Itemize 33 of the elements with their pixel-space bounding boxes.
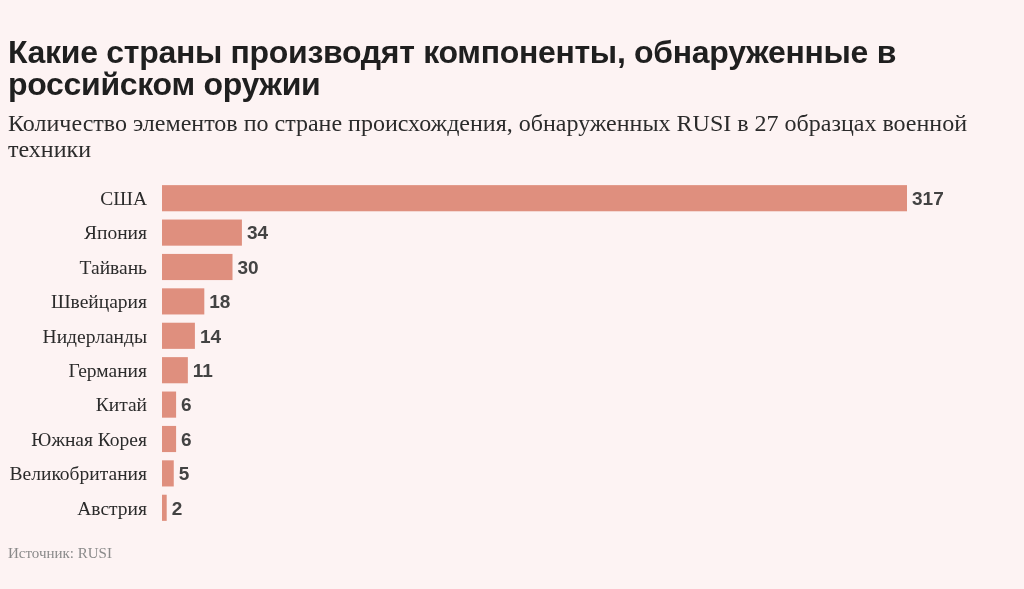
y-tick-label: Германия <box>68 360 148 382</box>
y-tick-label: Нидерланды <box>42 325 147 347</box>
bar <box>162 288 205 315</box>
y-tick-label: Южная Корея <box>31 428 148 450</box>
y-tick-label: США <box>100 188 147 210</box>
bar <box>162 322 195 349</box>
bar <box>162 391 177 418</box>
bar <box>162 425 177 453</box>
data-label: 6 <box>181 428 192 450</box>
data-label: 18 <box>209 291 231 313</box>
data-label: 11 <box>192 360 214 382</box>
text: Источник: RUSI <box>8 545 112 561</box>
bar <box>162 253 233 281</box>
y-tick-label: Китай <box>95 394 147 416</box>
y-tick-label: Швейцария <box>50 291 148 313</box>
chart-subtitle: Количество элементов по стране происхождения, обнаруженных RUSI в 27 образцах военной техники <box>8 110 969 162</box>
data-label: 317 <box>912 188 944 210</box>
bar <box>162 219 242 246</box>
data-label: 2 <box>171 497 183 519</box>
data-label: 6 <box>181 394 192 416</box>
chart-title: Какие страны производят компоненты, обнаруженные в российском оружии <box>8 34 898 102</box>
data-label: 30 <box>237 256 259 278</box>
data-label: 34 <box>246 222 269 244</box>
y-tick-label: Великобритания <box>9 463 148 485</box>
bar <box>162 357 188 384</box>
bar <box>162 185 907 212</box>
bar <box>162 460 174 487</box>
data-label: 14 <box>199 325 222 347</box>
y-tick-label: Австрия <box>77 497 148 519</box>
bar <box>162 494 167 521</box>
y-tick-label: Тайвань <box>79 256 148 278</box>
y-tick-label: Япония <box>83 222 148 244</box>
data-label: 5 <box>178 463 190 485</box>
